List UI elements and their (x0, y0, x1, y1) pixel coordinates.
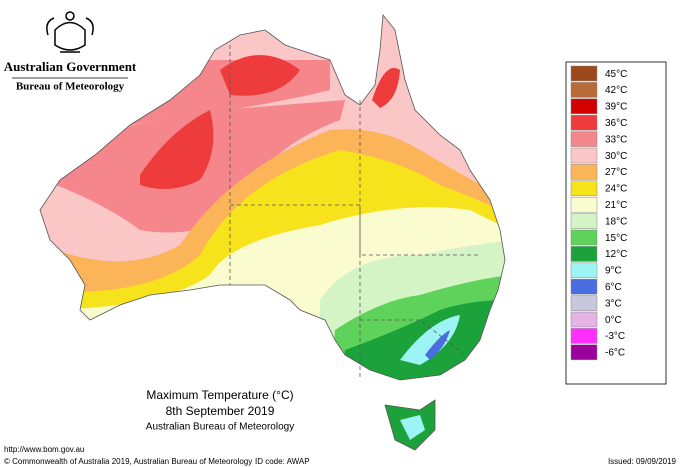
footer-id: ID code: AWAP (255, 457, 310, 466)
legend-swatch (570, 328, 598, 344)
legend-swatch (570, 164, 598, 180)
legend-label: 27°C (605, 167, 627, 178)
legend-swatch (570, 180, 598, 197)
legend-label: 36°C (605, 118, 627, 129)
legend-label: 21°C (605, 200, 627, 211)
legend-swatch (570, 196, 598, 213)
legend-swatch (570, 246, 598, 262)
legend-swatch (570, 344, 598, 361)
legend-swatch (570, 295, 598, 311)
legend-label: 45°C (605, 69, 627, 80)
map-source: Australian Bureau of Meteorology (146, 422, 294, 433)
coastline (39, 13, 506, 381)
legend-label: 39°C (605, 102, 627, 113)
footer-issued: Issued: 09/09/2019 (608, 457, 677, 466)
legend-label: 12°C (605, 249, 627, 260)
tasmania-cold (400, 415, 425, 440)
legend-label: 9°C (605, 266, 622, 277)
legend-label: 15°C (605, 233, 627, 244)
agency-name: Bureau of Meteorology (16, 81, 125, 93)
map-title: Maximum Temperature (°C) (146, 388, 293, 402)
legend-swatch (570, 147, 598, 164)
legend-swatch (570, 114, 598, 131)
legend-label: 18°C (605, 216, 627, 227)
legend-label: 30°C (605, 151, 627, 162)
crest (46, 11, 94, 53)
legend-swatch (570, 131, 598, 147)
legend-label: 24°C (605, 184, 627, 195)
map-date: 8th September 2019 (166, 404, 275, 418)
legend-swatch (570, 311, 598, 328)
legend-swatch (570, 229, 598, 246)
legend-swatch (570, 65, 598, 82)
legend: 45°C 42°C 39°C 36°C 33°C 30°C 27°C 24°C 21°C 18°C… (570, 65, 627, 361)
legend-swatch (570, 262, 598, 279)
legend-label: 6°C (605, 282, 622, 293)
legend-swatch (570, 278, 598, 295)
state-borders (229, 45, 480, 380)
legend-label: -6°C (605, 348, 625, 359)
legend-label: 0°C (605, 315, 622, 326)
legend-label: 33°C (605, 134, 627, 145)
legend-swatch (570, 213, 598, 229)
government-name: Australian Government (4, 59, 137, 74)
footer-copyright: © Commonwealth of Australia 2019, Austra… (4, 457, 252, 466)
legend-label: 42°C (605, 85, 627, 96)
footer-url: http://www.bom.gov.au (4, 445, 84, 454)
legend-swatch (570, 82, 598, 98)
legend-label: 3°C (605, 298, 622, 309)
legend-swatch (570, 98, 598, 115)
legend-label: -3°C (605, 331, 625, 342)
